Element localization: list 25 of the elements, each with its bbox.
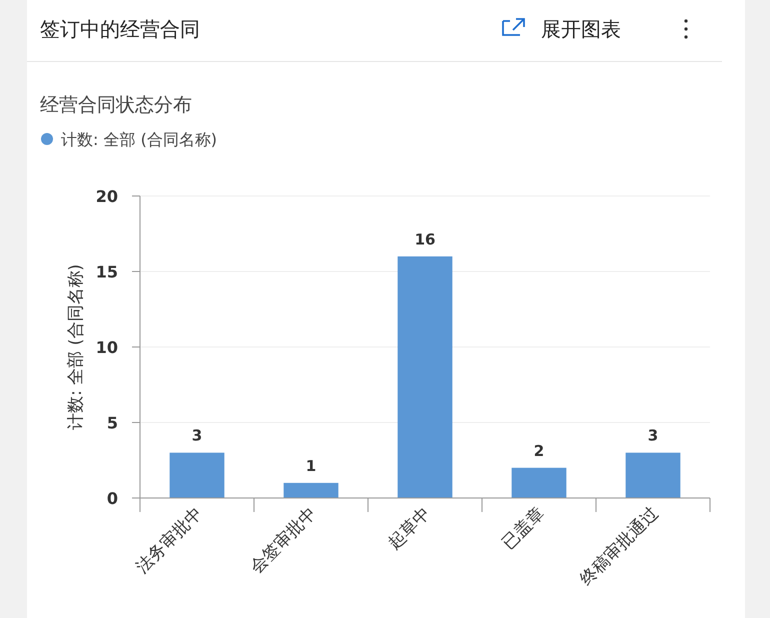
data-label: 16 <box>414 230 436 248</box>
text: 展开图表 <box>541 17 621 41</box>
chart-title: 签订中的经营合同 <box>40 17 200 41</box>
bar <box>512 468 566 498</box>
y-tick-label: 15 <box>96 262 118 282</box>
data-label: 3 <box>192 426 202 445</box>
x-tick-label: 终稿审批通过 <box>576 503 663 590</box>
data-label: 1 <box>306 456 316 475</box>
x-tick-label: 法务审批中 <box>132 503 207 578</box>
bar <box>626 452 680 498</box>
legend-label: 计数: 全部 (合同名称) <box>61 130 218 149</box>
y-tick-label: 5 <box>106 414 118 432</box>
chart-subtitle: 经营合同状态分布 <box>40 94 192 116</box>
x-tick-label: 已盖章 <box>498 503 549 554</box>
data-label: 2 <box>534 442 544 460</box>
y-tick-label: 20 <box>96 187 118 206</box>
x-tick-label: 起草中 <box>384 503 435 554</box>
y-tick-label: 10 <box>96 338 118 357</box>
bar <box>170 452 224 498</box>
x-tick-label: 会签审批中 <box>246 503 321 578</box>
bar <box>284 482 338 498</box>
y-tick-label: 0 <box>106 489 118 508</box>
y-axis-title: 计数: 全部 (合同名称) <box>66 264 86 430</box>
data-label: 3 <box>648 426 658 445</box>
bar <box>398 256 452 498</box>
